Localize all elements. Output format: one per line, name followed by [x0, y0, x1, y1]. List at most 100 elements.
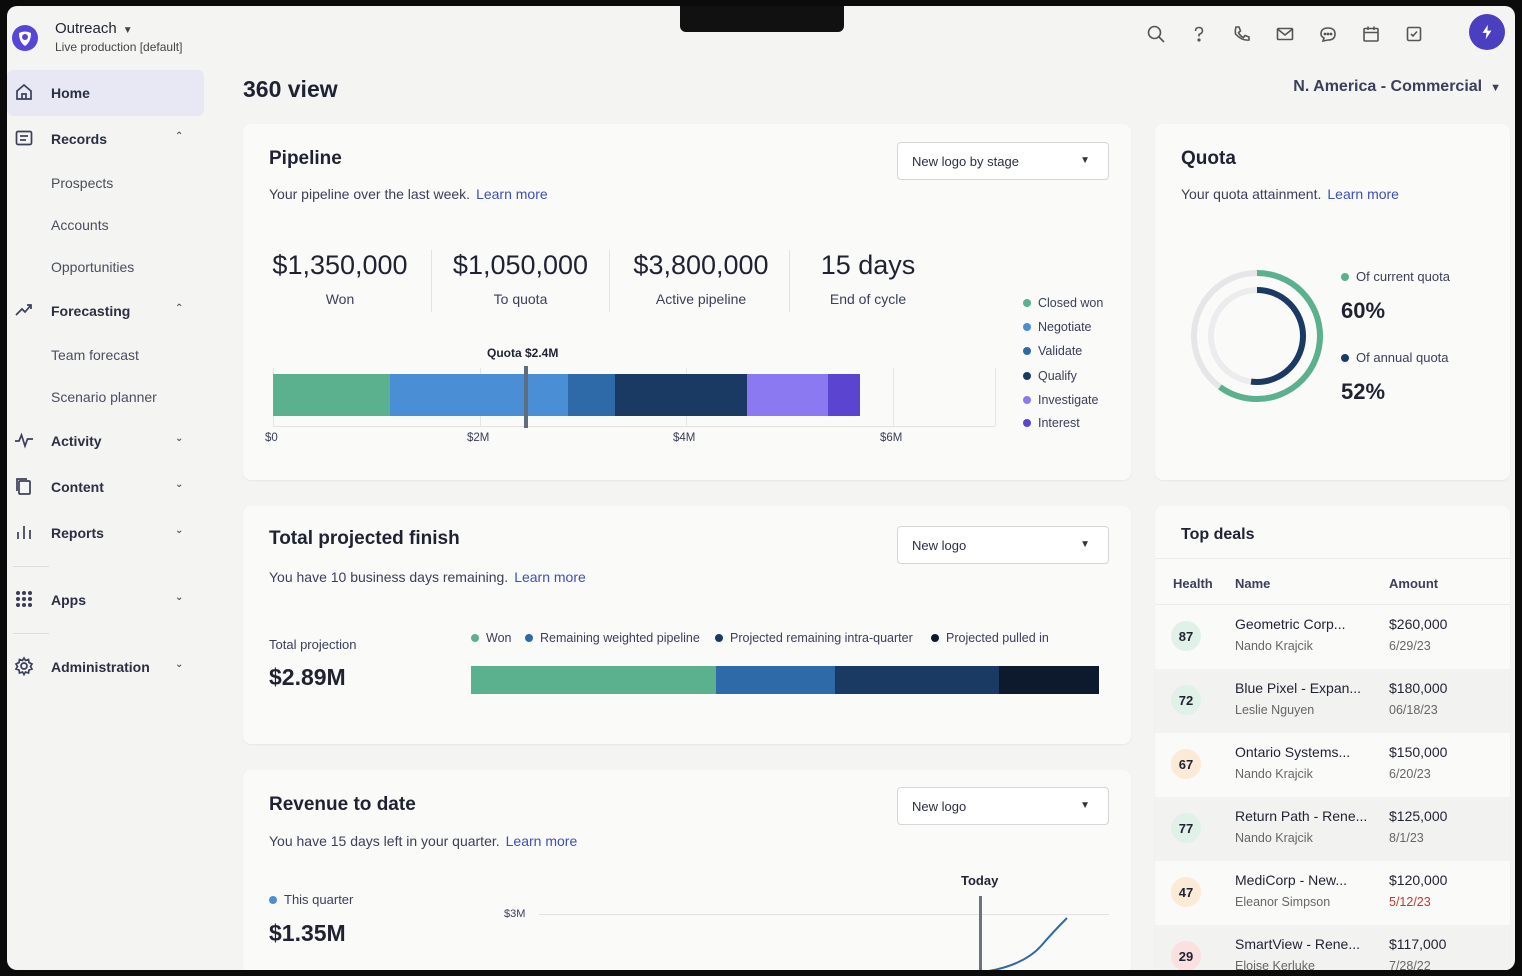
bar-segment-interest[interactable] [828, 374, 860, 416]
learn-more-link[interactable]: Learn more [505, 833, 578, 849]
sidebar-item-label: Reports [51, 525, 104, 541]
sidebar-item-content[interactable]: Content ⌄ [7, 464, 212, 510]
today-marker [979, 896, 982, 970]
legend-investigate: Investigate [1023, 393, 1098, 407]
sidebar-item-apps[interactable]: Apps ⌄ [7, 577, 212, 623]
bar-segment-projected-pulled-in[interactable] [999, 666, 1099, 694]
search-icon[interactable] [1144, 22, 1167, 45]
user-avatar[interactable] [1469, 14, 1505, 50]
projected-finish-card: Total projected finish You have 10 busin… [243, 506, 1131, 744]
bar-segment-investigate[interactable] [747, 374, 828, 416]
deal-name[interactable]: SmartView - Rene... [1235, 936, 1361, 952]
revenue-view-dropdown[interactable]: New logo ▼ [897, 787, 1109, 825]
sidebar-item-scenario-planner[interactable]: Scenario planner [51, 389, 157, 405]
deal-name[interactable]: Geometric Corp... [1235, 616, 1346, 632]
legend-label: Projected pulled in [946, 631, 1049, 645]
tasks-icon[interactable] [1402, 22, 1425, 45]
page-title: 360 view [243, 76, 338, 102]
deal-owner: Nando Krajcik [1235, 639, 1313, 653]
table-row[interactable]: 47 MediCorp - New... Eleanor Simpson $12… [1155, 861, 1510, 925]
deal-name[interactable]: Return Path - Rene... [1235, 808, 1368, 824]
sidebar-item-accounts[interactable]: Accounts [51, 217, 109, 233]
chevron-down-icon: ▼ [122, 25, 133, 36]
chat-icon[interactable] [1316, 22, 1339, 45]
sidebar-item-home[interactable]: Home [7, 70, 204, 116]
chevron-down-icon: ⌄ [175, 659, 184, 670]
bar-segment-negotiate[interactable] [390, 374, 568, 416]
sidebar-item-activity[interactable]: Activity ⌄ [7, 418, 212, 464]
calendar-icon[interactable] [1359, 22, 1382, 45]
records-icon [14, 128, 36, 150]
region-selector[interactable]: N. America - Commercial ▼ [1293, 78, 1501, 96]
sidebar-item-label: Content [51, 479, 104, 495]
axis-tick-label: $4M [673, 432, 696, 444]
table-row[interactable]: 87 Geometric Corp... Nando Krajcik $260,… [1155, 605, 1510, 669]
stat-active-pipeline: $3,800,000 Active pipeline [621, 250, 781, 307]
table-row[interactable]: 67 Ontario Systems... Nando Krajcik $150… [1155, 733, 1510, 797]
chevron-down-icon: ⌄ [175, 479, 184, 490]
chevron-up-icon: ⌃ [175, 131, 184, 142]
legend-label: Of annual quota [1356, 350, 1449, 365]
column-header-name[interactable]: Name [1235, 576, 1271, 591]
learn-more-link[interactable]: Learn more [514, 569, 586, 585]
projected-view-dropdown[interactable]: New logo ▼ [897, 526, 1109, 564]
stat-label: End of cycle [829, 291, 907, 307]
quota-donut-chart [1191, 270, 1323, 402]
sidebar-item-reports[interactable]: Reports ⌄ [7, 510, 212, 556]
stat-label: Active pipeline [655, 291, 747, 307]
dropdown-value: New logo [912, 798, 967, 814]
revenue-line-chart [988, 917, 1068, 970]
quota-marker-label: Quota $2.4M [487, 346, 559, 360]
health-score-badge: 47 [1171, 877, 1201, 907]
gridline [995, 368, 996, 426]
deal-close-date: 06/18/23 [1389, 703, 1438, 717]
table-row[interactable]: 77 Return Path - Rene... Nando Krajcik $… [1155, 797, 1510, 861]
bar-segment-won[interactable] [471, 666, 716, 694]
bar-segment-projected-remaining[interactable] [835, 666, 999, 694]
bar-segment-closed-won[interactable] [273, 374, 390, 416]
column-header-amount[interactable]: Amount [1389, 576, 1439, 591]
column-header-health[interactable]: Health [1173, 576, 1213, 591]
current-quota-value: 60% [1341, 298, 1386, 323]
learn-more-link[interactable]: Learn more [476, 186, 548, 202]
legend-dot [1023, 372, 1031, 380]
legend-label: Qualify [1038, 369, 1077, 383]
sidebar-item-team-forecast[interactable]: Team forecast [51, 347, 139, 363]
sidebar-item-forecasting[interactable]: Forecasting ⌃ [7, 288, 212, 334]
legend-dot [1023, 419, 1031, 427]
help-icon[interactable] [1187, 22, 1210, 45]
phone-icon[interactable] [1230, 22, 1253, 45]
chevron-up-icon: ⌃ [175, 303, 184, 314]
gridline [893, 368, 894, 426]
table-row[interactable]: 72 Blue Pixel - Expan... Leslie Nguyen $… [1155, 669, 1510, 733]
learn-more-link[interactable]: Learn more [1327, 186, 1399, 202]
sidebar-item-label: Activity [51, 433, 102, 449]
pipeline-stacked-bar [273, 374, 860, 416]
chevron-down-icon: ▼ [1080, 800, 1090, 811]
table-row[interactable]: 29 SmartView - Rene... Eloise Kerluke $1… [1155, 925, 1510, 970]
card-title: Top deals [1181, 526, 1255, 543]
stat-value: $1,350,000 [272, 250, 408, 280]
subtitle-text: Your quota attainment. [1181, 186, 1322, 202]
deal-name[interactable]: Ontario Systems... [1235, 744, 1351, 760]
subtitle-text: You have 15 days left in your quarter. [269, 833, 500, 849]
sidebar-item-prospects[interactable]: Prospects [51, 175, 114, 191]
deal-name[interactable]: Blue Pixel - Expan... [1235, 680, 1362, 696]
sidebar-item-records[interactable]: Records ⌃ [7, 116, 212, 162]
axis-tick-label: $6M [880, 432, 903, 444]
apps-grid-icon [14, 589, 36, 611]
health-score-badge: 67 [1171, 749, 1201, 779]
bar-segment-qualify[interactable] [615, 374, 747, 416]
legend-annual-quota: Of annual quota [1341, 350, 1449, 365]
deal-name[interactable]: MediCorp - New... [1235, 872, 1348, 888]
bar-segment-remaining-weighted[interactable] [716, 666, 835, 694]
bar-chart-icon [14, 522, 36, 544]
sidebar-item-opportunities[interactable]: Opportunities [51, 259, 135, 275]
org-switcher[interactable]: Outreach ▼ Live production [default] [11, 20, 231, 60]
pipeline-view-dropdown[interactable]: New logo by stage ▼ [897, 142, 1109, 180]
dropdown-value: New logo by stage [912, 153, 1019, 169]
bar-segment-validate[interactable] [568, 374, 615, 416]
legend-dot [1023, 323, 1031, 331]
mail-icon[interactable] [1273, 22, 1296, 45]
sidebar-item-administration[interactable]: Administration ⌄ [7, 644, 212, 690]
